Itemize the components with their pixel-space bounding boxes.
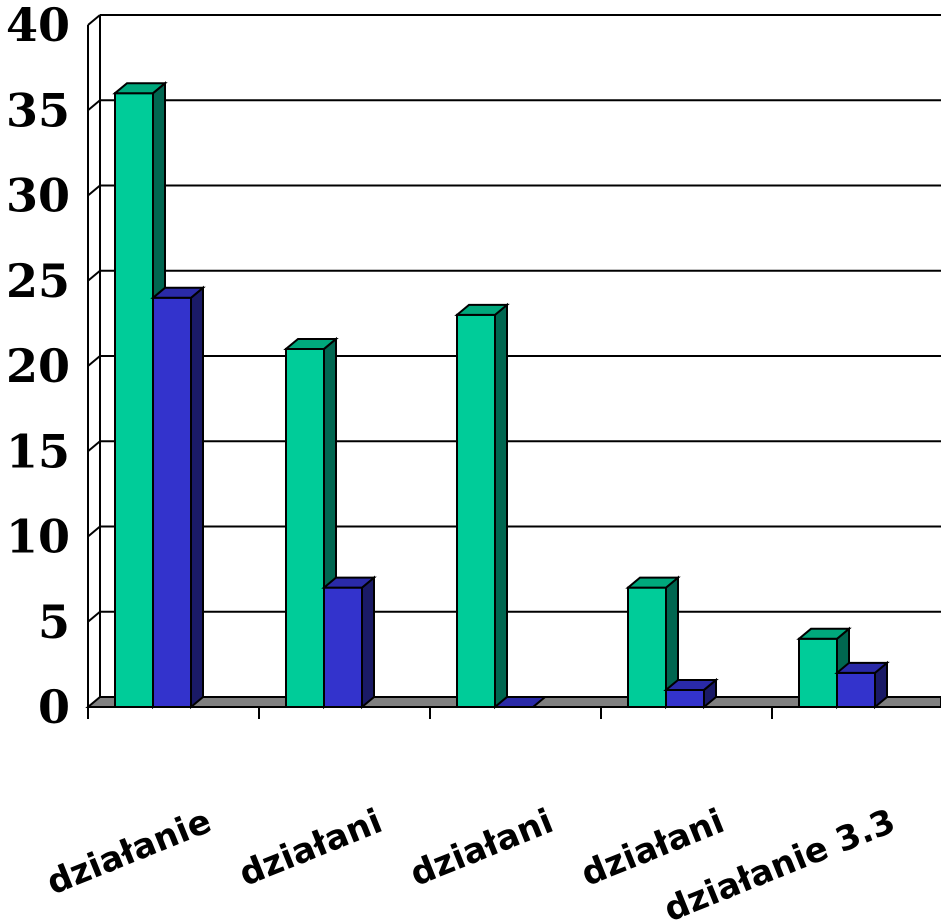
bar-top (796, 627, 852, 640)
y-tick-label: 40 (6, 0, 70, 52)
bar (834, 660, 890, 710)
bar-front (323, 586, 363, 709)
bar-front (665, 688, 705, 709)
bar-front (285, 347, 325, 708)
bar (321, 575, 377, 710)
bar-side (494, 302, 508, 710)
gridline-depth (87, 99, 101, 112)
bar-top (663, 678, 719, 691)
bar (663, 677, 719, 710)
x-category-label: działanie (41, 801, 217, 903)
bar-top (150, 286, 206, 299)
bar-side (361, 575, 375, 710)
bar (150, 285, 206, 710)
bar-top (834, 661, 890, 674)
y-tick-label: 0 (38, 680, 70, 734)
y-tick-label: 30 (6, 169, 70, 223)
gridline-depth (87, 184, 101, 197)
bars (112, 81, 890, 710)
axes (85, 15, 941, 719)
bar-front (456, 313, 496, 708)
bar-top (112, 82, 168, 95)
gridline-depth (87, 269, 101, 282)
bar-top (492, 696, 548, 708)
y-tick-label: 20 (6, 339, 70, 393)
category-labels: działanie działani działani działanidziałan… (41, 801, 901, 920)
gridline-depth (87, 14, 101, 26)
bar-front (836, 671, 876, 709)
gridline-depth (87, 355, 101, 367)
gridline-depth (87, 525, 101, 538)
bar-top (283, 337, 339, 350)
gridline-depth (87, 610, 101, 623)
y-tick-label: 25 (6, 254, 70, 308)
bar-front (798, 637, 838, 708)
bar-front (114, 92, 154, 708)
bar-top (625, 576, 681, 589)
x-category-label: działani (405, 801, 559, 894)
gridlines (87, 14, 941, 623)
bar-front (627, 586, 667, 709)
bar (454, 302, 510, 710)
bar-top (454, 303, 510, 316)
y-tick-label: 10 (6, 510, 70, 564)
y-tick-label: 5 (38, 595, 70, 649)
bar (492, 696, 548, 708)
y-tick-label: 15 (6, 424, 70, 478)
bar-top (321, 576, 377, 589)
x-category-label: działani (234, 801, 388, 894)
y-tick-labels: 0 5 10 15 20 25 30 35 40 (6, 0, 70, 734)
bar-front (152, 296, 192, 708)
y-tick-label: 35 (6, 83, 70, 137)
gridline-depth (87, 440, 101, 453)
bar-side (190, 285, 204, 710)
